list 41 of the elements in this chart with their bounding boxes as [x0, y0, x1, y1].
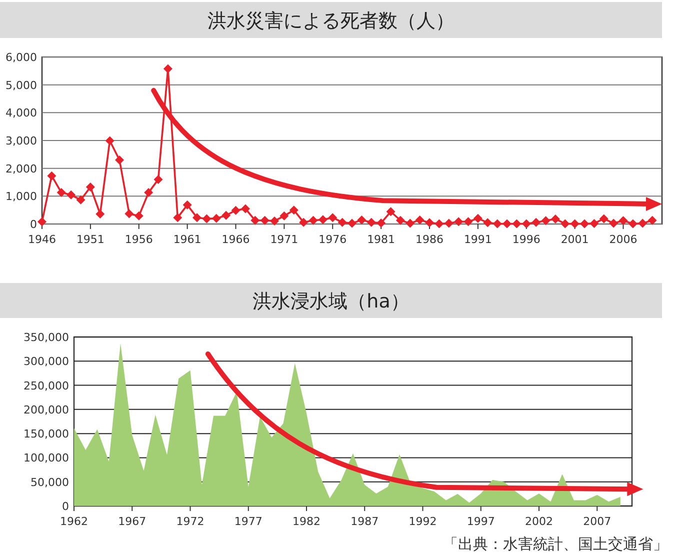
y-tick-label: 1,000 [6, 190, 37, 204]
x-tick-label: 1966 [222, 233, 250, 246]
x-tick-label: 1951 [76, 233, 104, 246]
x-tick-label: 1982 [292, 515, 320, 528]
y-tick-label: 150,000 [24, 428, 69, 441]
chart-title: 洪水災害による死者数（人） [208, 10, 454, 32]
x-tick-label: 1956 [124, 233, 153, 246]
x-tick-label: 1996 [512, 233, 540, 246]
x-tick-label: 1992 [408, 515, 437, 528]
x-tick-label: 1991 [464, 233, 492, 246]
x-tick-label: 1971 [270, 233, 298, 246]
text: 「出典：水害統計、国土交通省」 [443, 535, 668, 553]
y-tick-label: 100,000 [24, 452, 69, 465]
x-tick-label: 2007 [583, 515, 612, 528]
y-tick-label: 50,000 [30, 476, 69, 489]
x-tick-label: 2002 [525, 515, 553, 528]
x-tick-label: 2006 [609, 233, 638, 246]
x-tick-label: 1972 [176, 515, 204, 528]
x-tick-label: 1961 [173, 233, 202, 246]
x-tick-label: 1962 [60, 515, 88, 528]
y-tick-label: 200,000 [24, 403, 69, 416]
y-tick-label: 2,000 [6, 162, 37, 176]
y-tick-label: 300,000 [24, 355, 69, 368]
x-tick-label: 1967 [118, 515, 146, 528]
y-tick-label: 4,000 [6, 106, 37, 120]
y-tick-label: 3,000 [6, 134, 37, 148]
y-tick-label: 0 [30, 218, 37, 231]
x-tick-label: 1946 [28, 233, 56, 246]
x-tick-label: 2001 [560, 233, 589, 246]
y-tick-label: 250,000 [24, 379, 69, 392]
x-tick-label: 1981 [367, 233, 396, 246]
y-tick-label: 0 [62, 500, 69, 513]
y-tick-label: 5,000 [6, 78, 37, 92]
x-tick-label: 1976 [318, 233, 347, 246]
x-tick-label: 1986 [416, 233, 444, 246]
chart-title: 洪水浸水域（ha） [252, 290, 410, 312]
x-tick-label: 1987 [350, 515, 379, 528]
y-tick-label: 350,000 [24, 331, 69, 344]
y-tick-label: 6,000 [6, 51, 37, 64]
x-tick-label: 1977 [234, 515, 262, 528]
x-tick-label: 1997 [466, 515, 495, 528]
